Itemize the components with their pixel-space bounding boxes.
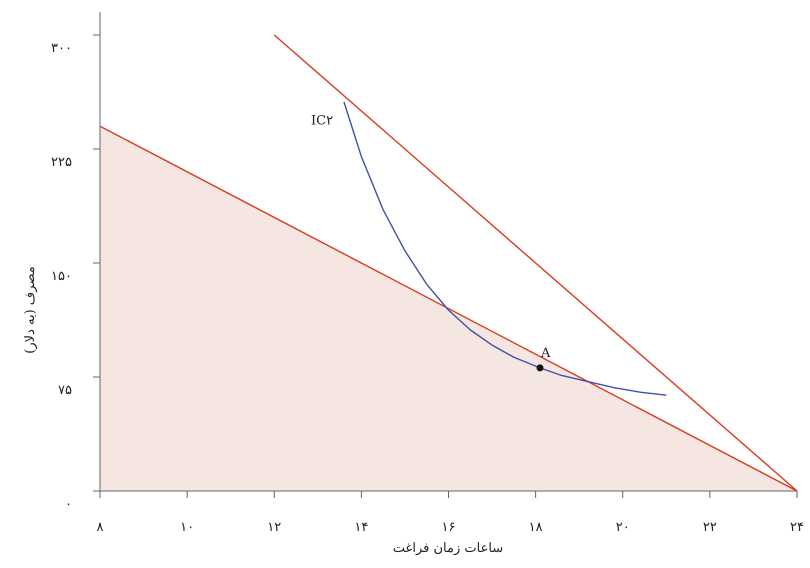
x-axis-title: ساعات زمان فراغت [393,541,503,556]
plot-area [99,34,798,492]
point-a-label: A [540,346,551,361]
point-a-marker [536,364,544,372]
x-tick-label: ۱۸ [529,520,543,535]
x-tick-label: ۲۴ [790,520,804,535]
ic2-label: IC۲ [311,114,333,129]
y-ticks: ۰ ۷۵ ۱۵۰ ۲۲۵ ۳۰۰ [51,34,100,512]
x-tick-label: ۸ [97,520,104,535]
y-tick-label: ۲۲۵ [51,155,72,170]
budget-line-new [273,34,798,492]
x-tick-label: ۱۶ [442,520,456,535]
y-tick-label: ۳۰۰ [51,41,72,56]
x-tick-label: ۱۲ [267,520,281,535]
budget-line-original [99,125,798,492]
y-tick-label: ۰ [65,497,72,512]
x-tick-label: ۱۴ [354,520,368,535]
y-tick-label: ۷۵ [58,383,72,398]
x-tick-label: ۱۰ [180,520,194,535]
y-axis-title: مصرف (به دلار) [23,266,38,353]
x-tick-label: ۲۰ [616,520,630,535]
x-tick-label: ۲۲ [703,520,717,535]
x-ticks: ۸ ۱۰ ۱۲ ۱۴ ۱۶ ۱۸ ۲۰ ۲۲ ۲۴ [97,491,804,535]
annotations: A IC۲ [311,114,551,372]
y-tick-label: ۱۵۰ [51,269,72,284]
indifference-curve-ic2 [343,101,667,396]
